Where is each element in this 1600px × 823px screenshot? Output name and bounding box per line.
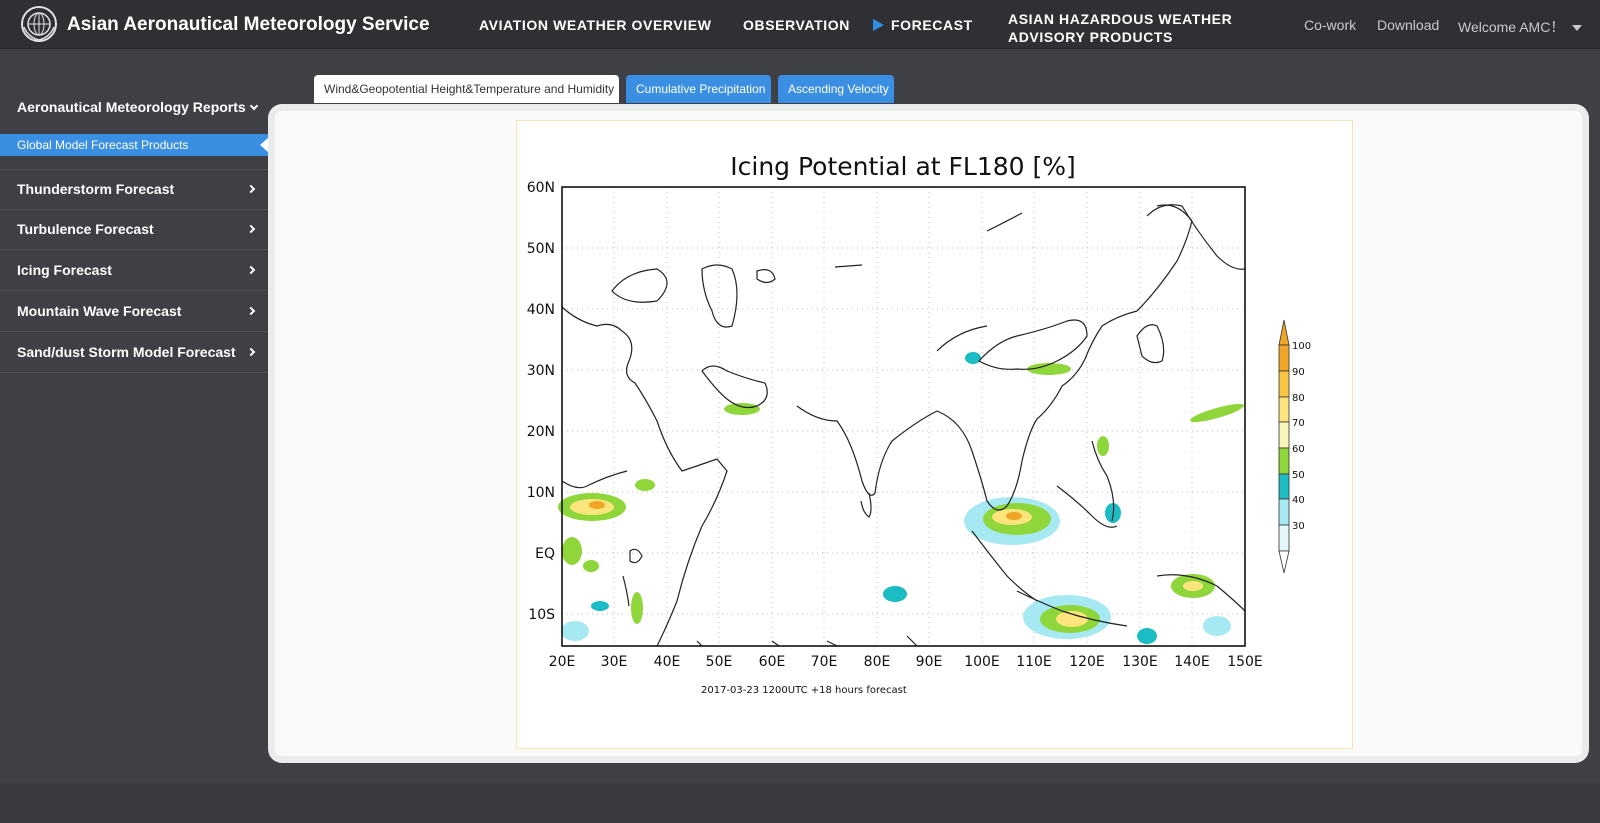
lat-label: 10N (527, 485, 555, 501)
icing-map: Icing Potential at FL180 [%] (527, 152, 1311, 696)
chevron-down-icon (249, 101, 258, 111)
lon-label: 40E (654, 654, 681, 670)
nav-hazard-line1: ASIAN HAZARDOUS WEATHER (1008, 11, 1233, 27)
site-title[interactable]: Asian Aeronautical Meteorology Service (67, 14, 430, 35)
lon-label: 50E (706, 654, 733, 670)
chevron-right-icon (246, 224, 256, 234)
lon-label: 90E (916, 654, 943, 670)
sidebar-item-turbulence-forecast[interactable]: Turbulence Forecast (0, 210, 268, 250)
chevron-down-icon (1572, 25, 1583, 32)
nav-hazard-line2: ADVISORY PRODUCTS (1008, 29, 1173, 45)
sidebar-item-global-model-forecast-products[interactable]: Global Model Forecast Products (0, 134, 268, 156)
user-menu[interactable]: Welcome AMC！ (1458, 17, 1583, 37)
active-arrow-icon (873, 18, 884, 31)
top-navbar: Asian Aeronautical Meteorology Service A… (0, 0, 1600, 49)
sidebar-heading[interactable]: Aeronautical Meteorology Reports (17, 99, 258, 115)
chevron-right-icon (246, 306, 256, 316)
sidebar-item-label: Mountain Wave Forecast (17, 303, 182, 319)
welcome-text: Welcome AMC！ (1458, 19, 1565, 35)
lon-label: 150E (1227, 654, 1263, 670)
tab-cumulative-precipitation[interactable]: Cumulative Precipitation (626, 75, 771, 103)
lat-label: 50N (527, 241, 555, 257)
chevron-right-icon (246, 184, 256, 194)
lon-label: 130E (1122, 654, 1158, 670)
lon-label: 110E (1016, 654, 1052, 670)
nav-hazardous-weather-advisory[interactable]: ASIAN HAZARDOUS WEATHER ADVISORY PRODUCT… (1008, 10, 1232, 46)
colorbar-label: 30 (1292, 521, 1305, 532)
wmo-logo-icon (21, 6, 57, 42)
chevron-right-icon (246, 347, 256, 357)
divider (0, 169, 268, 170)
lon-label: 100E (964, 654, 1000, 670)
colorbar-label: 50 (1292, 470, 1305, 481)
nav-forecast-label: FORECAST (891, 16, 973, 33)
tab-ascending-velocity[interactable]: Ascending Velocity (778, 75, 894, 103)
forecast-map-image: Icing Potential at FL180 [%] (516, 120, 1353, 749)
sidebar-item-label: Icing Forecast (17, 262, 112, 278)
colorbar (1278, 319, 1290, 574)
lat-label: 20N (527, 424, 555, 440)
map-gridlines (562, 187, 1245, 646)
colorbar-label: 70 (1292, 418, 1305, 429)
sidebar: Aeronautical Meteorology Reports Global … (0, 49, 268, 783)
lon-label: 30E (601, 654, 628, 670)
lat-label: 10S (528, 607, 555, 623)
footer-strip (0, 783, 1600, 823)
lat-label: 30N (527, 363, 555, 379)
colorbar-label: 90 (1292, 367, 1305, 378)
chevron-right-icon (246, 265, 256, 275)
nav-aviation-weather-overview[interactable]: AVIATION WEATHER OVERVIEW (479, 16, 712, 33)
tab-wind-geopotential[interactable]: Wind&Geopotential Height&Temperature and… (314, 75, 619, 103)
lon-label: 140E (1174, 654, 1210, 670)
map-title: Icing Potential at FL180 [%] (730, 152, 1076, 181)
lat-label: 60N (527, 180, 555, 196)
lat-label: 40N (527, 302, 555, 318)
cowork-link[interactable]: Co-work (1304, 17, 1357, 33)
lon-label: 120E (1069, 654, 1105, 670)
sidebar-item-icing-forecast[interactable]: Icing Forecast (0, 251, 268, 291)
map-frame (561, 186, 1246, 647)
sidebar-item-label: Sand/dust Storm Model Forecast (17, 344, 236, 360)
forecast-timestamp: 2017-03-23 1200UTC +18 hours forecast (701, 685, 907, 696)
lon-label: 60E (759, 654, 786, 670)
sidebar-item-label: Thunderstorm Forecast (17, 181, 175, 197)
sidebar-item-thunderstorm-forecast[interactable]: Thunderstorm Forecast (0, 170, 268, 210)
coastlines (561, 204, 1246, 647)
colorbar-label: 60 (1292, 444, 1305, 455)
colorbar-label: 40 (1292, 495, 1305, 506)
colorbar-label: 100 (1292, 341, 1311, 352)
sidebar-item-mountain-wave-forecast[interactable]: Mountain Wave Forecast (0, 292, 268, 332)
nav-observation[interactable]: OBSERVATION (743, 16, 850, 33)
lon-label: 70E (811, 654, 838, 670)
nav-forecast[interactable]: FORECAST (873, 0, 973, 49)
sidebar-item-label: Turbulence Forecast (17, 221, 154, 237)
lon-label: 80E (864, 654, 891, 670)
icing-areas (558, 352, 1244, 644)
colorbar-label: 80 (1292, 393, 1305, 404)
download-link[interactable]: Download (1377, 17, 1440, 33)
lat-label: EQ (535, 546, 555, 562)
sidebar-heading-label: Aeronautical Meteorology Reports (17, 99, 246, 115)
lon-label: 20E (549, 654, 576, 670)
sidebar-item-sand-dust-storm-forecast[interactable]: Sand/dust Storm Model Forecast (0, 333, 268, 373)
